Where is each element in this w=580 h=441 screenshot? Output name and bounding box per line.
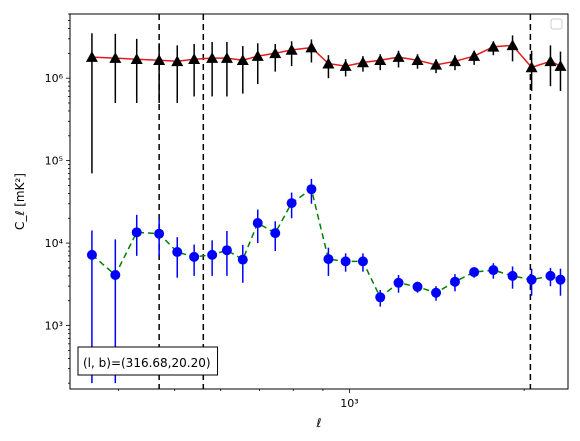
series-2-point <box>469 267 480 278</box>
series-1-point <box>525 61 538 73</box>
legend <box>550 18 563 30</box>
series-2-point <box>270 228 281 239</box>
series-2-point <box>154 228 165 239</box>
series-1-point <box>322 57 335 69</box>
plot-layer <box>85 14 567 389</box>
series-1-point <box>506 39 519 51</box>
series-1-point <box>356 56 369 68</box>
series-2-point <box>357 256 368 267</box>
series-1-point <box>251 50 264 61</box>
series-1-point <box>392 51 405 62</box>
series-2-point <box>545 270 556 281</box>
x-tick-label: 10³ <box>340 397 358 410</box>
series-1-point <box>85 51 98 62</box>
series-2-point <box>131 227 142 238</box>
series-2-point <box>86 249 97 260</box>
y-tick-label: 10⁶ <box>45 72 64 85</box>
y-tick-label: 10⁴ <box>45 237 64 250</box>
y-tick-label: 10³ <box>45 320 63 333</box>
annotation-text: (l, b)=(316.68,20.20) <box>83 356 211 370</box>
series-2-point <box>252 218 263 229</box>
series-2-point <box>207 249 218 260</box>
series-1-point <box>468 50 481 61</box>
series-2-point <box>431 287 442 298</box>
series-2-point <box>340 256 351 267</box>
series-2-point <box>306 184 317 195</box>
plot-area-frame <box>69 13 569 390</box>
series-2-point <box>221 245 232 256</box>
series-1-point <box>411 54 424 66</box>
series-2-point <box>449 276 460 287</box>
series-2-point <box>526 274 537 285</box>
series-1-point <box>171 55 184 67</box>
series-2-point <box>375 292 386 303</box>
series-1-point <box>554 60 567 71</box>
axis-tick-labels: 10³ 10⁴ 10⁵ 10⁶ 10³ <box>45 72 359 410</box>
series-1-point <box>109 52 122 63</box>
series-1-point <box>430 58 443 70</box>
plot-content <box>85 14 567 389</box>
series-1-point <box>285 43 298 55</box>
legend-box <box>550 18 563 30</box>
series-2-point <box>172 246 183 257</box>
series-1-point <box>220 52 233 63</box>
series-2-point <box>488 265 499 276</box>
series-2-line <box>91 187 561 299</box>
x-axis-label: ℓ <box>316 416 322 430</box>
y-tick-label: 10⁵ <box>45 155 63 168</box>
series-1-point <box>153 54 166 66</box>
series-2-point <box>286 198 297 209</box>
series-1-point <box>130 53 143 64</box>
series-2-point <box>393 277 404 288</box>
series-2-point <box>189 251 200 262</box>
series-1-point <box>374 54 387 66</box>
series-2-point <box>237 254 248 265</box>
series-1-point <box>188 53 201 64</box>
series-1-point <box>206 52 219 63</box>
series-1-point <box>339 60 352 71</box>
series-1-point <box>236 54 249 66</box>
series-1-point <box>269 47 282 59</box>
series-2-point <box>323 254 334 265</box>
annotation-box <box>77 346 219 376</box>
coordinate-annotation: (l, b)=(316.68,20.20) <box>77 346 219 376</box>
series-1-point <box>448 55 461 67</box>
series-2-point <box>110 270 121 281</box>
series-1-point <box>487 40 500 52</box>
series-2-point <box>412 281 423 292</box>
y-axis-label: C_ℓ [mK²] <box>13 173 27 230</box>
series-1-point <box>305 41 318 53</box>
series-2-point <box>555 274 566 285</box>
series-1-point <box>544 55 557 67</box>
axis-ticks <box>66 13 525 393</box>
series-2-point <box>507 270 518 281</box>
